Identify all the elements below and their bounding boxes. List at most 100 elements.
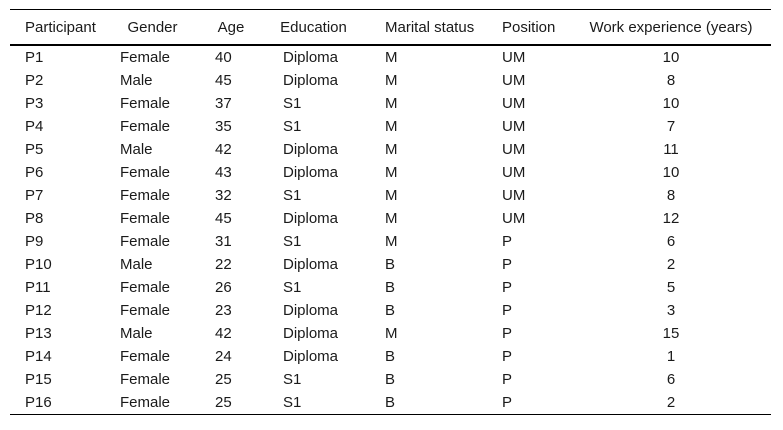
table-cell: 23 <box>215 302 232 319</box>
table-cell: M <box>385 325 398 342</box>
table-cell: UM <box>502 187 526 204</box>
table-cell: Diploma <box>283 210 339 227</box>
col-header-marital-status: Marital status <box>364 9 485 46</box>
table-cell: 5 <box>666 279 676 296</box>
table-cell: P13 <box>25 325 52 342</box>
table-cell: M <box>385 141 398 158</box>
table-row: P14 Female 24 Diploma B P 1 <box>10 345 771 368</box>
table-row: P15 Female 25 S1 B P 6 <box>10 368 771 391</box>
table-cell: 7 <box>666 118 676 135</box>
table-row: P13 Male 42 Diploma M P 15 <box>10 322 771 345</box>
table-cell: P12 <box>25 302 52 319</box>
table-cell: 25 <box>215 371 232 388</box>
table-cell: B <box>385 256 396 273</box>
table-cell: P11 <box>25 279 51 296</box>
table-cell: Diploma <box>283 348 339 365</box>
table-cell: Female <box>120 371 171 388</box>
table-cell: M <box>385 49 398 66</box>
table-row: P16 Female 25 S1 B P 2 <box>10 391 771 415</box>
table-cell: P <box>502 371 513 388</box>
table-cell: 24 <box>215 348 232 365</box>
table-cell: Diploma <box>283 141 339 158</box>
table-cell: P <box>502 279 513 296</box>
col-header-gender: Gender <box>106 9 199 46</box>
table-cell: S1 <box>283 95 302 112</box>
table-cell: Diploma <box>283 49 339 66</box>
col-header-work-experience: Work experience (years) <box>571 9 771 46</box>
table-cell: 15 <box>662 325 680 342</box>
table-cell: P16 <box>25 394 52 411</box>
table-cell: Male <box>120 256 153 273</box>
table-cell: Female <box>120 118 171 135</box>
table-cell: 11 <box>663 141 679 158</box>
table-cell: P5 <box>25 141 44 158</box>
table-cell: S1 <box>283 394 302 411</box>
table-header-row: Participant Gender Age Education Marital… <box>10 9 771 46</box>
table-cell: 31 <box>215 233 232 250</box>
table-cell: P <box>502 348 513 365</box>
table-cell: Male <box>120 325 153 342</box>
table-cell: M <box>385 118 398 135</box>
table-cell: 26 <box>215 279 232 296</box>
table-cell: Female <box>120 233 171 250</box>
table-row: P10 Male 22 Diploma B P 2 <box>10 253 771 276</box>
col-header-education: Education <box>263 9 364 46</box>
table-cell: Diploma <box>283 164 339 181</box>
table-row: P6 Female 43 Diploma M UM 10 <box>10 161 771 184</box>
table-cell: P <box>502 325 513 342</box>
participants-table: Participant Gender Age Education Marital… <box>10 9 771 415</box>
table-row: P12 Female 23 Diploma B P 3 <box>10 299 771 322</box>
col-header-position: Position <box>485 9 571 46</box>
table-cell: UM <box>502 210 526 227</box>
table-cell: 37 <box>215 95 232 112</box>
table-cell: Female <box>120 394 171 411</box>
table-cell: B <box>385 371 396 388</box>
table-cell: Male <box>120 72 153 89</box>
table-cell: B <box>385 279 396 296</box>
table-cell: P1 <box>25 49 44 66</box>
table-cell: 22 <box>215 256 232 273</box>
table-cell: B <box>385 394 396 411</box>
table-cell: P <box>502 233 513 250</box>
table-cell: 12 <box>662 210 680 227</box>
table-cell: 6 <box>666 371 676 388</box>
table-body: P1 Female 40 Diploma M UM 10 P2 Male 45 Diploma M UM… <box>10 45 771 415</box>
table-cell: S1 <box>283 371 302 388</box>
table-cell: P14 <box>25 348 52 365</box>
table-cell: P <box>502 256 513 273</box>
table-cell: 25 <box>215 394 232 411</box>
table-cell: Male <box>120 141 153 158</box>
table-cell: 42 <box>215 325 232 342</box>
table-cell: 32 <box>215 187 232 204</box>
table-cell: S1 <box>283 279 302 296</box>
table-cell: UM <box>502 118 526 135</box>
table-cell: M <box>385 187 398 204</box>
table-cell: Female <box>120 210 171 227</box>
table-cell: P15 <box>25 371 52 388</box>
table-cell: Diploma <box>283 302 339 319</box>
table-cell: UM <box>502 72 526 89</box>
table-cell: P7 <box>25 187 44 204</box>
table-cell: 43 <box>215 164 232 181</box>
table-cell: 45 <box>215 210 232 227</box>
table-cell: 3 <box>666 302 676 319</box>
table-cell: Diploma <box>283 256 339 273</box>
table-row: P8 Female 45 Diploma M UM 12 <box>10 207 771 230</box>
table-cell: P <box>502 302 513 319</box>
table-cell: 10 <box>662 49 680 66</box>
table-row: P4 Female 35 S1 M UM 7 <box>10 115 771 138</box>
table-cell: 42 <box>215 141 232 158</box>
table-cell: M <box>385 164 398 181</box>
table-row: P3 Female 37 S1 M UM 10 <box>10 92 771 115</box>
table-cell: 35 <box>215 118 232 135</box>
table-cell: Female <box>120 95 171 112</box>
table-cell: P3 <box>25 95 44 112</box>
table-cell: P6 <box>25 164 44 181</box>
table-cell: M <box>385 95 398 112</box>
table-row: P11 Female 26 S1 B P 5 <box>10 276 771 299</box>
table-row: P1 Female 40 Diploma M UM 10 <box>10 45 771 69</box>
table-cell: P9 <box>25 233 44 250</box>
table-cell: S1 <box>283 187 302 204</box>
table-cell: 10 <box>662 95 680 112</box>
